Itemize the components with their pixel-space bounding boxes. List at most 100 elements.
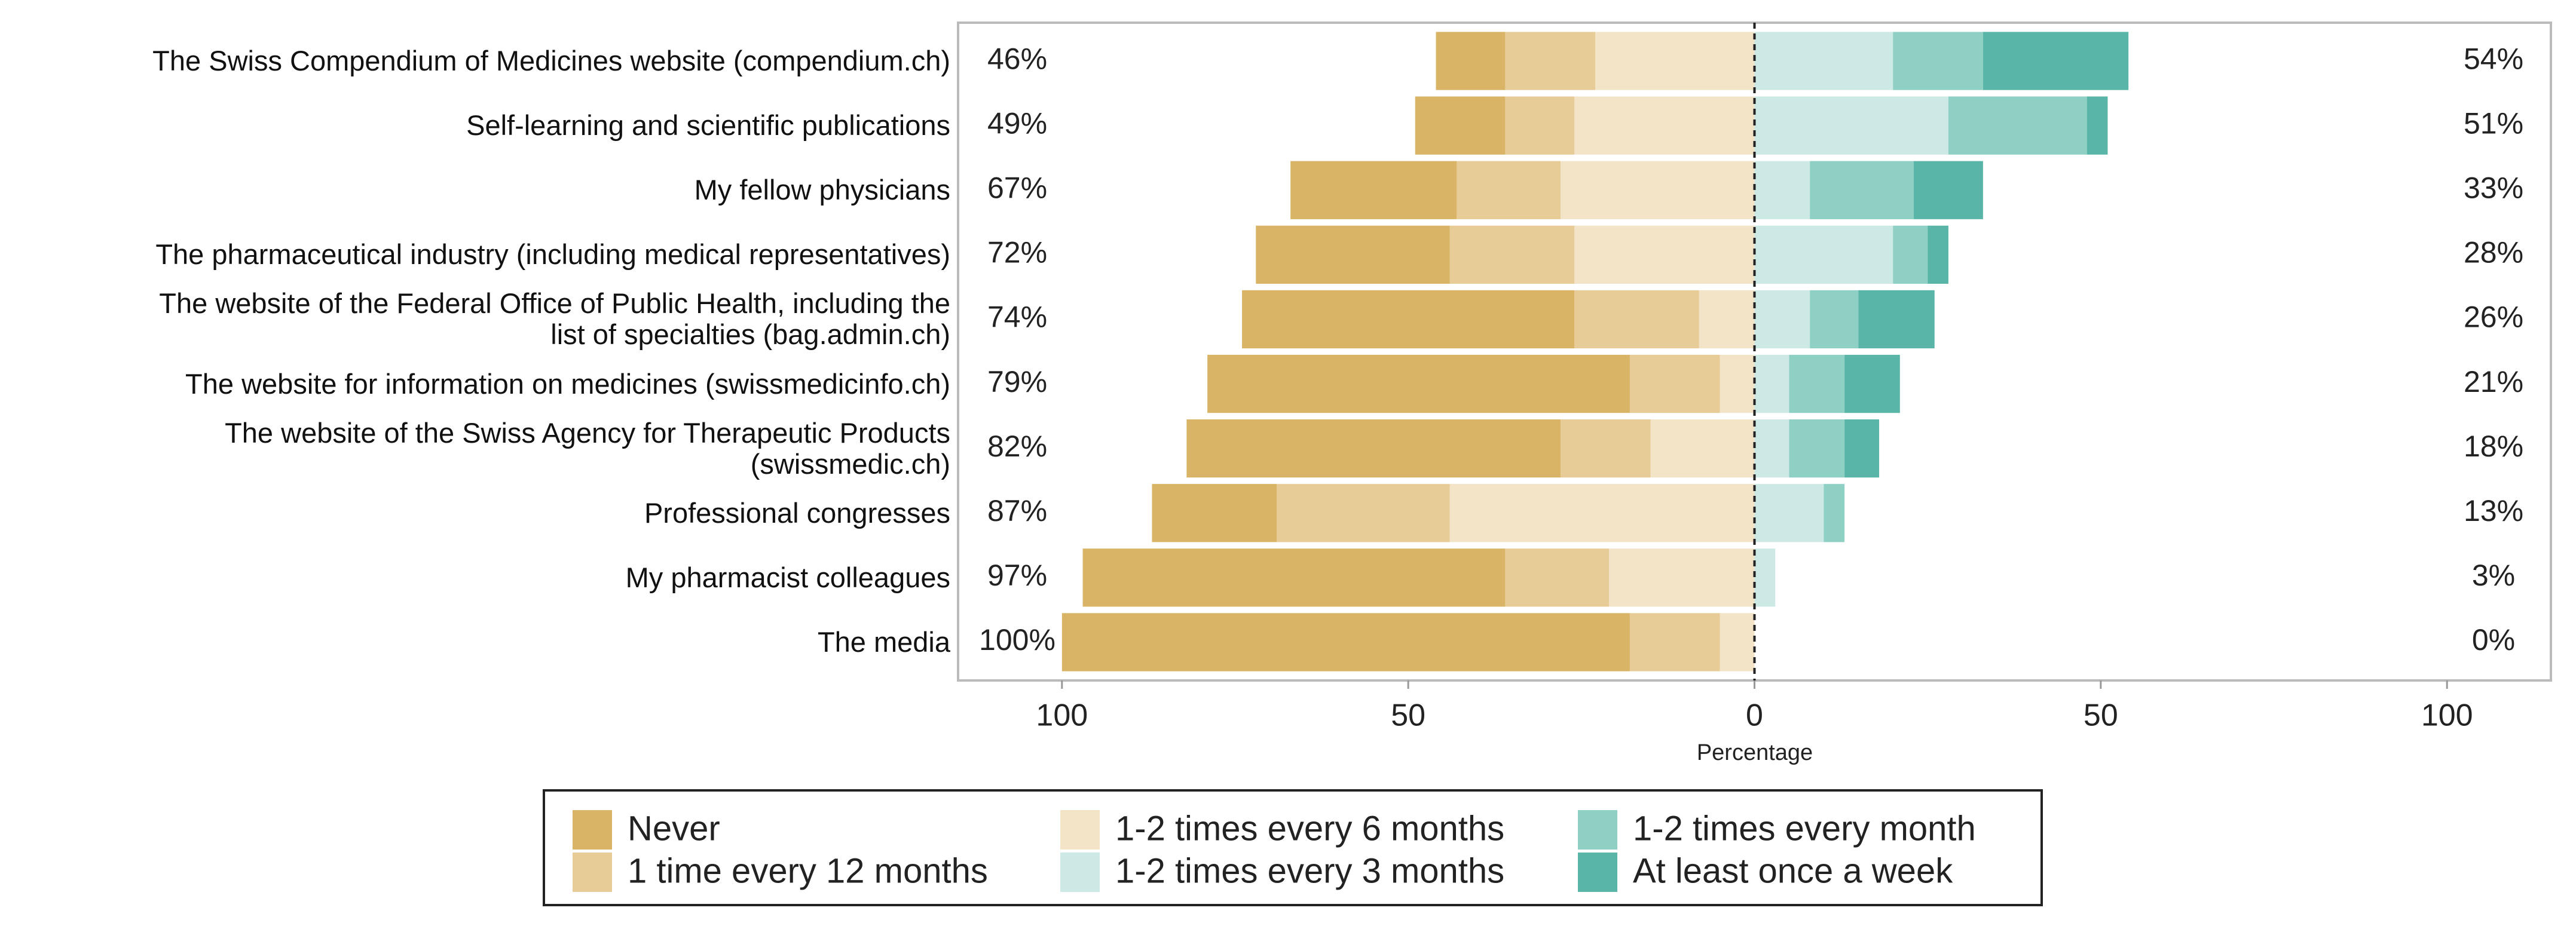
bar-segment xyxy=(1720,613,1755,671)
bar-segment xyxy=(1754,290,1810,349)
legend-swatch xyxy=(573,810,612,850)
bar-segment xyxy=(1061,613,1630,671)
bar-segment xyxy=(1629,613,1720,671)
legend-swatch xyxy=(1060,810,1100,850)
bar-segment xyxy=(1574,225,1755,284)
right-total-label: 26% xyxy=(2464,301,2523,334)
left-total-label: 100% xyxy=(979,623,1056,657)
x-axis-title: Percentage xyxy=(1697,740,1813,765)
bar-segment xyxy=(1561,419,1651,478)
right-total-label: 28% xyxy=(2464,236,2523,269)
bar-segment xyxy=(1436,32,1506,90)
category-label: Self-learning and scientific publication… xyxy=(466,109,950,142)
legend-swatch xyxy=(1060,853,1100,892)
bar-segment xyxy=(2087,96,2108,155)
left-total-label: 49% xyxy=(987,106,1047,140)
bar-segment xyxy=(1595,32,1755,90)
x-tick-label: 50 xyxy=(2084,698,2118,733)
bar-segment xyxy=(1983,32,2129,90)
x-tick-label: 0 xyxy=(1746,698,1763,733)
bar-segment xyxy=(1152,484,1277,542)
right-total-label: 18% xyxy=(2464,430,2523,463)
bar-segment xyxy=(1754,419,1789,478)
bar-segment xyxy=(1754,225,1893,284)
category-label: Professional congresses xyxy=(644,496,950,529)
legend-label: 1 time every 12 months xyxy=(628,851,988,890)
bar-segment xyxy=(1810,290,1859,349)
legend-label: Never xyxy=(628,809,720,848)
bar-segment xyxy=(1754,354,1789,413)
right-total-label: 51% xyxy=(2464,106,2523,140)
bar-segment xyxy=(1720,354,1755,413)
legend-label: At least once a week xyxy=(1633,851,1953,890)
bar-segment xyxy=(1505,96,1575,155)
bar-segment xyxy=(1186,419,1561,478)
bar-segment xyxy=(1754,548,1776,607)
bar-segment xyxy=(1844,354,1900,413)
bar-segment xyxy=(1810,161,1914,219)
left-total-label: 67% xyxy=(987,171,1047,204)
x-tick-label: 100 xyxy=(1036,698,1088,733)
category-label: My pharmacist colleagues xyxy=(625,561,950,593)
bar-segment xyxy=(1415,96,1506,155)
bar-segment xyxy=(1650,419,1755,478)
bar-segment xyxy=(1789,419,1845,478)
legend-swatch xyxy=(1578,810,1617,850)
x-tick-label: 50 xyxy=(1391,698,1425,733)
bar-segment xyxy=(1754,96,1948,155)
legend-box xyxy=(543,789,2043,906)
category-label: The Swiss Compendium of Medicines websit… xyxy=(152,45,950,77)
bar-segment xyxy=(1699,290,1755,349)
legend-swatch xyxy=(1578,853,1617,892)
bar-segment xyxy=(1082,548,1506,607)
category-label: My fellow physicians xyxy=(694,174,950,206)
bar-segment xyxy=(1290,161,1457,219)
bar-segment xyxy=(1893,32,1983,90)
category-label: The website for information on medicines… xyxy=(185,367,950,400)
right-total-label: 0% xyxy=(2472,623,2515,657)
x-tick-label: 100 xyxy=(2421,698,2473,733)
legend-label: 1-2 times every 6 months xyxy=(1115,809,1504,848)
left-total-label: 46% xyxy=(987,42,1047,75)
category-label: The website of the Federal Office of Pub… xyxy=(159,287,950,351)
right-total-label: 3% xyxy=(2472,559,2515,592)
left-total-label: 87% xyxy=(987,494,1047,528)
bar-segment xyxy=(1754,161,1810,219)
bar-segment xyxy=(1457,161,1561,219)
right-total-label: 33% xyxy=(2464,171,2523,204)
category-label: The media xyxy=(817,625,950,658)
bar-segment xyxy=(1609,548,1755,607)
left-total-label: 97% xyxy=(987,559,1047,592)
bar-segment xyxy=(1914,161,1983,219)
category-label: The website of the Swiss Agency for Ther… xyxy=(225,416,950,480)
right-total-label: 54% xyxy=(2464,42,2523,75)
legend-label: 1-2 times every 3 months xyxy=(1115,851,1504,890)
category-label: The pharmaceutical industry (including m… xyxy=(155,238,950,271)
left-total-label: 79% xyxy=(987,365,1047,398)
bar-segment xyxy=(1629,354,1720,413)
bar-segment xyxy=(1256,225,1450,284)
left-total-label: 72% xyxy=(987,236,1047,269)
bar-segment xyxy=(1449,225,1575,284)
left-total-label: 82% xyxy=(987,430,1047,463)
legend-swatch xyxy=(573,853,612,892)
bar-segment xyxy=(1449,484,1755,542)
left-total-label: 74% xyxy=(987,301,1047,334)
bar-segment xyxy=(1844,419,1880,478)
bar-segment xyxy=(1574,290,1699,349)
bar-segment xyxy=(1893,225,1928,284)
bar-segment xyxy=(1561,161,1755,219)
bar-segment xyxy=(1207,354,1630,413)
bar-segment xyxy=(1858,290,1935,349)
bar-segment xyxy=(1928,225,1948,284)
bar-segment xyxy=(1789,354,1845,413)
bar-segment xyxy=(1754,32,1893,90)
bar-segment xyxy=(1242,290,1575,349)
bar-segment xyxy=(1754,484,1824,542)
right-total-label: 21% xyxy=(2464,365,2523,398)
bar-segment xyxy=(1277,484,1450,542)
right-total-label: 13% xyxy=(2464,494,2523,528)
bar-segment xyxy=(1574,96,1755,155)
